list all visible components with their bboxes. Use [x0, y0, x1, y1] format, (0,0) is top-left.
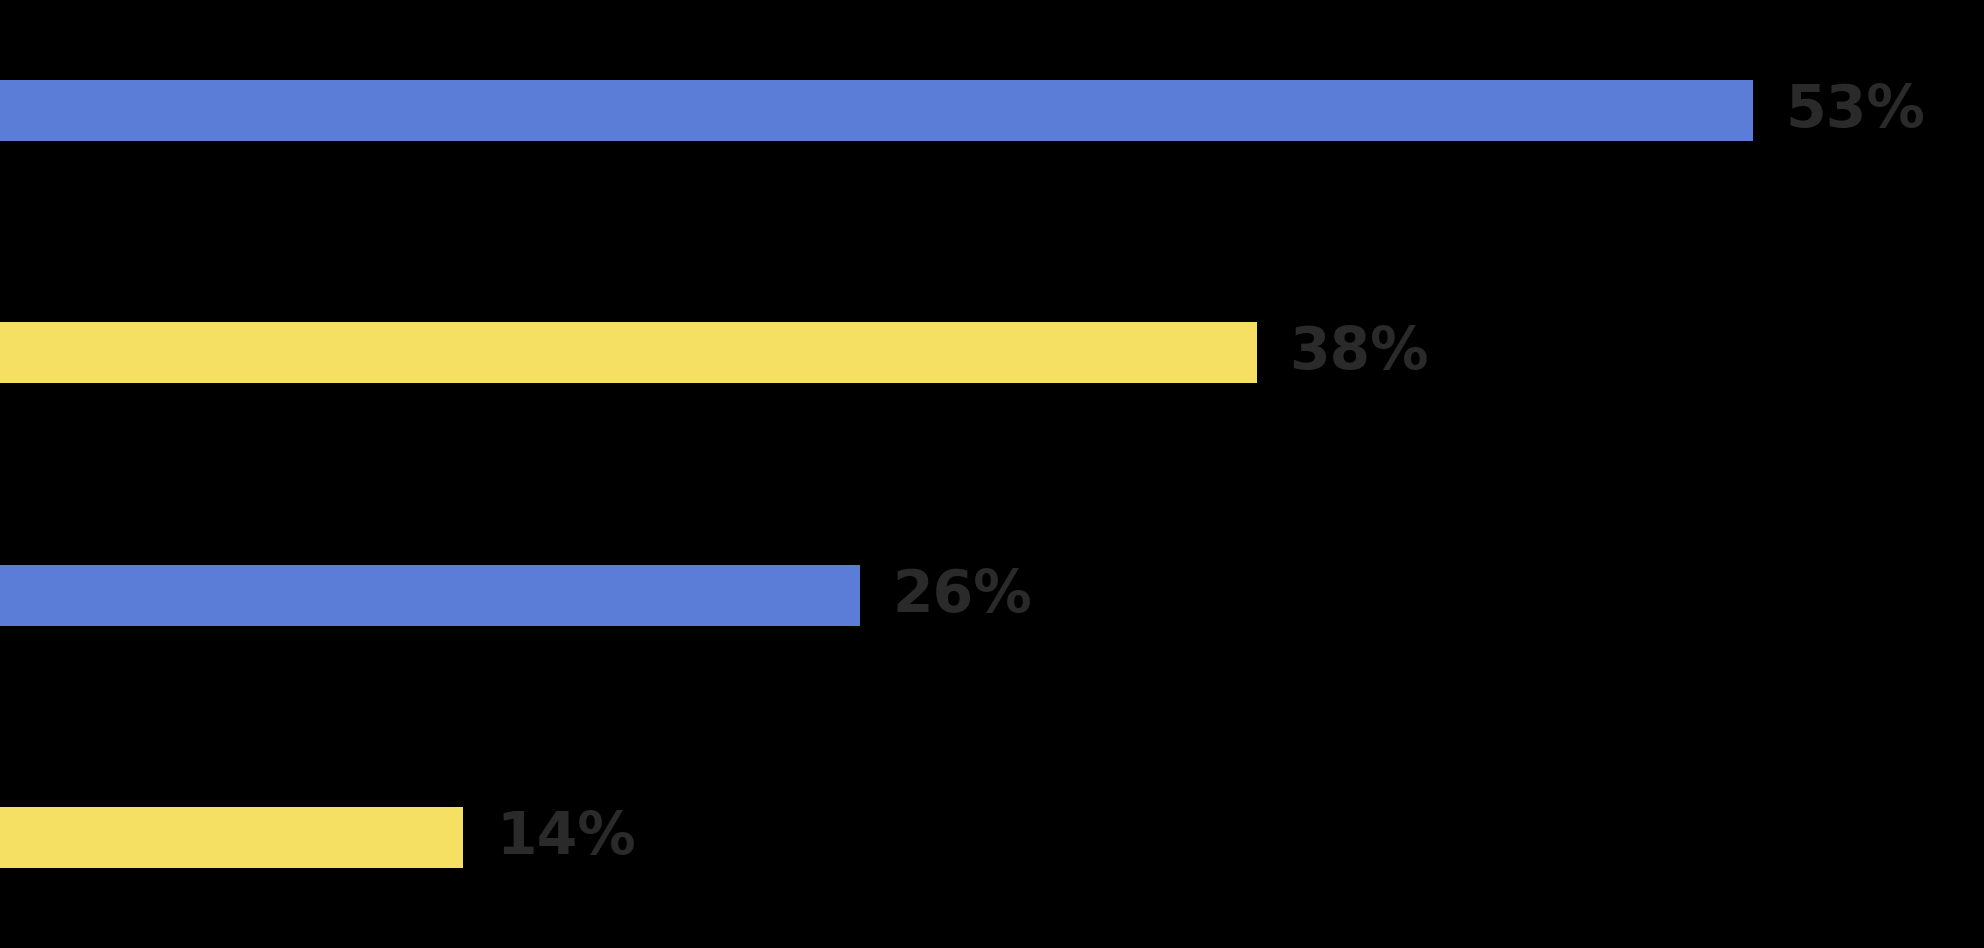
Bar	[0, 565, 859, 626]
Text: 14%: 14%	[496, 810, 635, 866]
Text: 53%: 53%	[1786, 82, 1926, 138]
Bar	[0, 322, 1256, 383]
Text: 38%: 38%	[1290, 324, 1428, 381]
Bar	[0, 80, 1752, 140]
Bar	[0, 808, 462, 868]
Text: 26%: 26%	[893, 567, 1032, 624]
